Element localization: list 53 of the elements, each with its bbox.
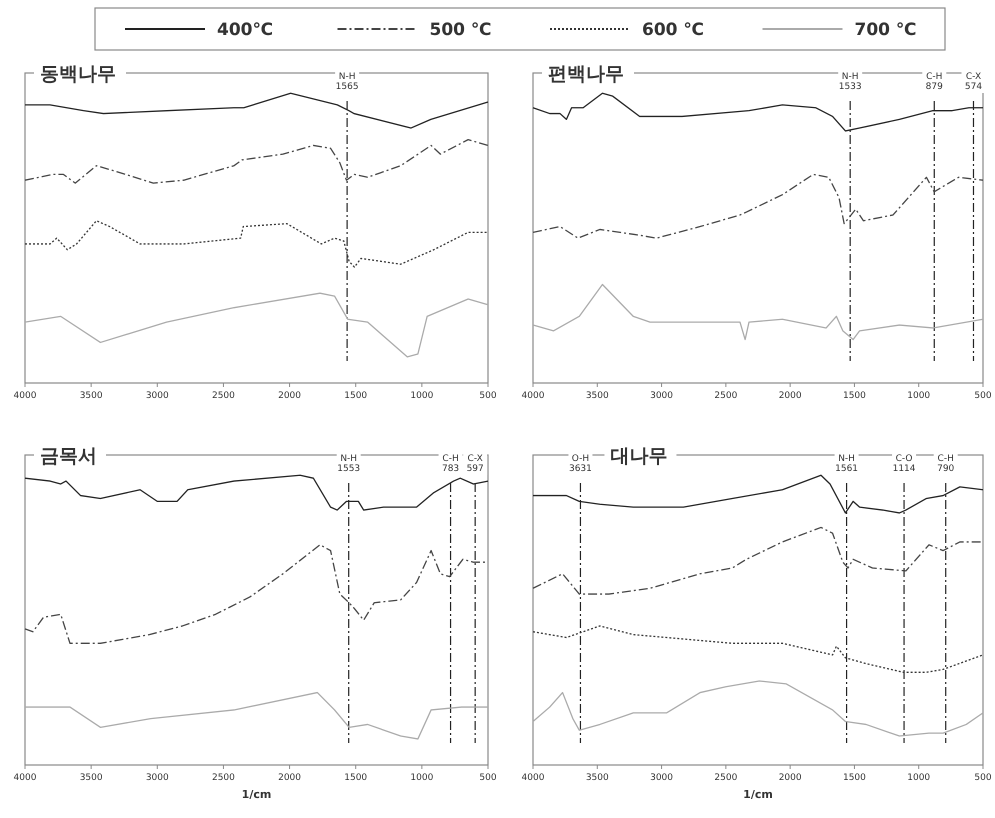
x-tick-label: 1000 <box>410 773 434 783</box>
x-tick-label: 1500 <box>842 773 866 783</box>
x-tick-label: 2000 <box>778 391 802 401</box>
ref-line-label: C-X 597 <box>466 454 484 474</box>
x-tick-label: 2000 <box>778 773 802 783</box>
x-tick-label: 3000 <box>146 773 170 783</box>
x-axis-title: 1/cm <box>242 788 272 801</box>
x-tick-label: 500 <box>479 773 497 783</box>
x-tick-label: 3500 <box>586 773 610 783</box>
x-tick-label: 1000 <box>410 391 434 401</box>
ref-line-label: N-H 1553 <box>337 454 360 474</box>
x-tick-label: 4000 <box>14 773 37 783</box>
ref-line-label: C-H 790 <box>937 454 955 474</box>
legend-label: 500 ℃ <box>430 20 492 40</box>
x-tick-label: 2500 <box>212 391 236 401</box>
ref-line-label: C-O 1114 <box>892 454 916 474</box>
ref-line-label: N-H 1561 <box>835 454 858 474</box>
x-tick-label: 2000 <box>278 773 302 783</box>
x-tick-label: 2500 <box>212 773 236 783</box>
x-tick-label: 500 <box>479 391 497 401</box>
x-tick-label: 3000 <box>650 391 674 401</box>
x-tick-label: 3000 <box>146 391 170 401</box>
x-axis-title: 1/cm <box>743 788 773 801</box>
x-tick-label: 3500 <box>586 391 610 401</box>
x-tick-label: 4000 <box>14 391 37 401</box>
x-tick-label: 500 <box>974 773 992 783</box>
ref-line-label: N-H 1565 <box>336 72 359 92</box>
x-tick-label: 2000 <box>278 391 302 401</box>
chart-title: 동백나무 <box>40 63 116 85</box>
x-tick-label: 1500 <box>344 773 368 783</box>
ref-line-label: O-H 3631 <box>568 454 592 474</box>
x-tick-label: 1000 <box>907 773 930 783</box>
x-tick-label: 2500 <box>714 391 738 401</box>
x-tick-label: 4000 <box>522 773 545 783</box>
chart-title: 편백나무 <box>548 63 624 85</box>
x-tick-label: 1500 <box>344 391 368 401</box>
x-tick-label: 2500 <box>714 773 738 783</box>
ref-line-label: C-H 783 <box>442 454 460 474</box>
legend-label: 400℃ <box>217 20 274 40</box>
x-tick-label: 4000 <box>522 391 545 401</box>
x-tick-label: 3500 <box>80 391 103 401</box>
x-tick-label: 500 <box>974 391 992 401</box>
x-tick-label: 3000 <box>650 773 674 783</box>
chart-title: 대나무 <box>610 445 668 467</box>
ref-line-label: C-X 574 <box>964 72 982 92</box>
ref-line-label: N-H 1533 <box>838 72 862 92</box>
x-tick-label: 3500 <box>80 773 103 783</box>
x-tick-label: 1000 <box>907 391 930 401</box>
legend-label: 600 ℃ <box>642 20 704 40</box>
x-tick-label: 1500 <box>842 391 866 401</box>
chart-title: 금목서 <box>40 445 97 467</box>
legend-label: 700 ℃ <box>854 20 916 40</box>
ref-line-label: C-H 879 <box>926 72 944 92</box>
